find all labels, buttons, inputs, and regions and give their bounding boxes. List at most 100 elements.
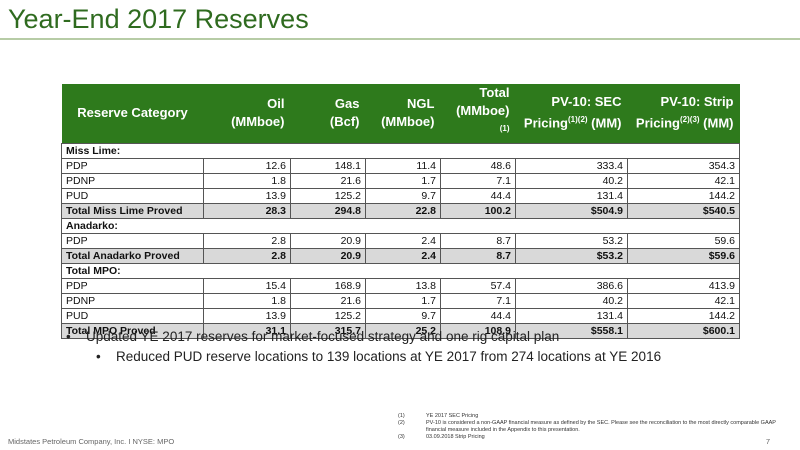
category-cell: PDNP bbox=[61, 173, 204, 190]
total-cell: 44.4 bbox=[440, 308, 516, 325]
gas-cell: 125.2 bbox=[290, 188, 366, 205]
section-header-row: Miss Lime: bbox=[61, 143, 740, 160]
table-row: PUD 13.9 125.2 9.7 44.4 131.4 144.2 bbox=[61, 308, 740, 325]
total-cell: 44.4 bbox=[440, 188, 516, 205]
table-row: PUD 13.9 125.2 9.7 44.4 131.4 144.2 bbox=[61, 188, 740, 205]
page-title: Year-End 2017 Reserves bbox=[8, 4, 309, 34]
category-cell: PDP bbox=[61, 233, 204, 250]
gas-cell: 315.7 bbox=[290, 323, 366, 340]
total-cell: 48.6 bbox=[440, 158, 516, 175]
oil-cell: 2.8 bbox=[203, 233, 291, 250]
ngl-cell: 9.7 bbox=[365, 188, 441, 205]
pv-sec-cell: 131.4 bbox=[515, 308, 628, 325]
table-row: PDP 12.6 148.1 11.4 48.6 333.4 354.3 bbox=[61, 158, 740, 175]
category-cell: Total Anadarko Proved bbox=[61, 248, 204, 265]
table-row: PDNP 1.8 21.6 1.7 7.1 40.2 42.1 bbox=[61, 293, 740, 310]
pv-sec-cell: 53.2 bbox=[515, 233, 628, 250]
oil-cell: 31.1 bbox=[203, 323, 291, 340]
ngl-cell: 2.4 bbox=[365, 248, 441, 265]
total-row: Total Anadarko Proved 2.8 20.9 2.4 8.7 $53.2 $… bbox=[61, 248, 740, 265]
ngl-cell: 13.8 bbox=[365, 278, 441, 295]
gas-cell: 21.6 bbox=[290, 173, 366, 190]
header-pv10-strip: PV-10: Strip Pricing(2)(3) (MM) bbox=[627, 84, 740, 142]
pv-sec-cell: 131.4 bbox=[515, 188, 628, 205]
pv-strip-cell: 413.9 bbox=[627, 278, 740, 295]
oil-cell: 13.9 bbox=[203, 188, 291, 205]
gas-cell: 20.9 bbox=[290, 233, 366, 250]
pv-strip-cell: $600.1 bbox=[627, 323, 740, 340]
ngl-cell: 2.4 bbox=[365, 233, 441, 250]
table-row: PDP 15.4 168.9 13.8 57.4 386.6 413.9 bbox=[61, 278, 740, 295]
pv-sec-cell: $558.1 bbox=[515, 323, 628, 340]
section-header-row: Total MPO: bbox=[61, 263, 740, 280]
page-number: 7 bbox=[765, 437, 770, 446]
pv-strip-cell: 42.1 bbox=[627, 293, 740, 310]
gas-cell: 21.6 bbox=[290, 293, 366, 310]
bullet-marker: • bbox=[66, 329, 71, 344]
category-cell: PUD bbox=[61, 308, 204, 325]
oil-cell: 12.6 bbox=[203, 158, 291, 175]
gas-cell: 168.9 bbox=[290, 278, 366, 295]
bullet-marker: • bbox=[96, 349, 101, 364]
ngl-cell: 9.7 bbox=[365, 308, 441, 325]
header-pv10-sec: PV-10: SEC Pricing(1)(2) (MM) bbox=[515, 84, 628, 142]
total-row: Total MPO Proved 31.1 315.7 25.2 108.9 $558.1… bbox=[61, 323, 740, 340]
gas-cell: 148.1 bbox=[290, 158, 366, 175]
title-divider bbox=[0, 38, 800, 40]
sub-bullet-item: • Reduced PUD reserve locations to 139 l… bbox=[96, 347, 661, 367]
total-cell: 8.7 bbox=[440, 248, 516, 265]
total-cell: 57.4 bbox=[440, 278, 516, 295]
footnote: (3) 03.09.2018 Strip Pricing bbox=[398, 434, 485, 440]
category-cell: PDP bbox=[61, 278, 204, 295]
ngl-cell: 22.8 bbox=[365, 203, 441, 220]
section-title: Anadarko: bbox=[61, 218, 740, 235]
table-header-row: Reserve Category Oil (MMboe) Gas (Bcf) NGL… bbox=[61, 84, 740, 142]
bullet-item: • Updated YE 2017 reserves for market-fo… bbox=[66, 327, 661, 347]
oil-cell: 1.8 bbox=[203, 173, 291, 190]
total-row: Total Miss Lime Proved 28.3 294.8 22.8 100.2… bbox=[61, 203, 740, 220]
reserves-table-container: Reserve Category Oil (MMboe) Gas (Bcf) NGL… bbox=[61, 84, 740, 340]
ngl-cell: 25.2 bbox=[365, 323, 441, 340]
footnote: (1) YE 2017 SEC Pricing bbox=[398, 413, 479, 419]
pv-strip-cell: $540.5 bbox=[627, 203, 740, 220]
pv-strip-cell: $59.6 bbox=[627, 248, 740, 265]
header-oil: Oil (MMboe) bbox=[203, 84, 291, 142]
pv-strip-cell: 354.3 bbox=[627, 158, 740, 175]
ngl-cell: 1.7 bbox=[365, 293, 441, 310]
section-title: Total MPO: bbox=[61, 263, 740, 280]
total-cell: 7.1 bbox=[440, 173, 516, 190]
pv-sec-cell: $504.9 bbox=[515, 203, 628, 220]
ngl-cell: 11.4 bbox=[365, 158, 441, 175]
total-cell: 7.1 bbox=[440, 293, 516, 310]
table-row: PDP 2.8 20.9 2.4 8.7 53.2 59.6 bbox=[61, 233, 740, 250]
footnotes: (1) YE 2017 SEC Pricing (2) PV-10 is consi… bbox=[398, 413, 788, 441]
pv-strip-cell: 42.1 bbox=[627, 173, 740, 190]
gas-cell: 125.2 bbox=[290, 308, 366, 325]
gas-cell: 20.9 bbox=[290, 248, 366, 265]
pv-sec-cell: 40.2 bbox=[515, 293, 628, 310]
section-title: Miss Lime: bbox=[61, 143, 740, 160]
bullet-text: Updated YE 2017 reserves for market-focu… bbox=[86, 329, 560, 344]
category-cell: PDNP bbox=[61, 293, 204, 310]
category-cell: Total Miss Lime Proved bbox=[61, 203, 204, 220]
header-gas: Gas (Bcf) bbox=[290, 84, 366, 142]
oil-cell: 15.4 bbox=[203, 278, 291, 295]
category-cell: PDP bbox=[61, 158, 204, 175]
pv-strip-cell: 59.6 bbox=[627, 233, 740, 250]
header-ngl: NGL (MMboe) bbox=[365, 84, 441, 142]
pv-sec-cell: $53.2 bbox=[515, 248, 628, 265]
pv-strip-cell: 144.2 bbox=[627, 188, 740, 205]
sub-bullet-text: Reduced PUD reserve locations to 139 loc… bbox=[116, 349, 662, 364]
footer-company: Midstates Petroleum Company, Inc. I NYSE… bbox=[8, 437, 175, 446]
pv-strip-cell: 144.2 bbox=[627, 308, 740, 325]
header-reserve-category: Reserve Category bbox=[61, 84, 204, 142]
table-body: Miss Lime: PDP 12.6 148.1 11.4 48.6 333.4 354.3… bbox=[61, 143, 740, 340]
total-cell: 100.2 bbox=[440, 203, 516, 220]
pv-sec-cell: 333.4 bbox=[515, 158, 628, 175]
oil-cell: 1.8 bbox=[203, 293, 291, 310]
pv-sec-cell: 40.2 bbox=[515, 173, 628, 190]
total-cell: 108.9 bbox=[440, 323, 516, 340]
table-row: PDNP 1.8 21.6 1.7 7.1 40.2 42.1 bbox=[61, 173, 740, 190]
gas-cell: 294.8 bbox=[290, 203, 366, 220]
reserves-table: Reserve Category Oil (MMboe) Gas (Bcf) NGL… bbox=[61, 84, 740, 340]
